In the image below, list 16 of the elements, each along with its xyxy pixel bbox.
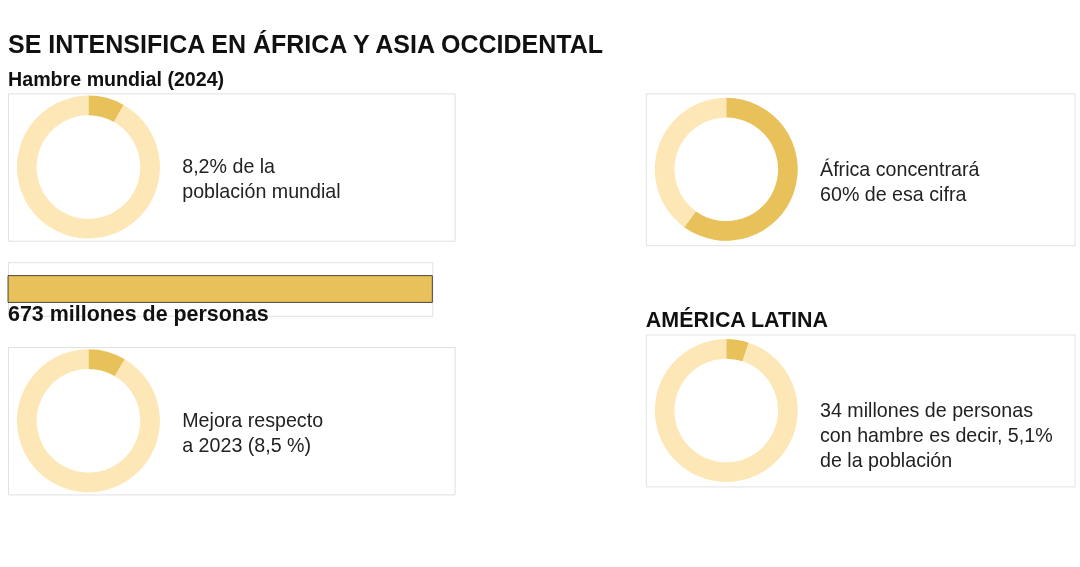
text: SE INTENSIFICA EN ÁFRICA Y ASIA OCCIDENTAL xyxy=(8,30,603,59)
donut-slice xyxy=(88,95,124,122)
text: 34 millones de personas con hambre es decir, 5,1% de la población xyxy=(820,398,1053,471)
donut-slice xyxy=(654,97,727,228)
donut-slice xyxy=(726,339,749,362)
text: África concentrará 60% de esa cifra xyxy=(820,157,980,205)
donut-slice xyxy=(654,339,798,482)
chart-subtitle: Hambre mundial (2024) xyxy=(8,68,225,91)
donut-slice xyxy=(684,97,798,241)
donut-slice xyxy=(17,95,160,239)
donut-slice xyxy=(17,349,160,493)
text: Mejora respecto a 2023 (8,5 %) xyxy=(182,409,324,457)
data-label: 673 millones de personas xyxy=(8,302,269,327)
chart-title: AMÉRICA LATINA xyxy=(645,306,828,332)
text: 8,2% de la población mundial xyxy=(182,155,341,203)
donut-slice xyxy=(88,349,125,377)
